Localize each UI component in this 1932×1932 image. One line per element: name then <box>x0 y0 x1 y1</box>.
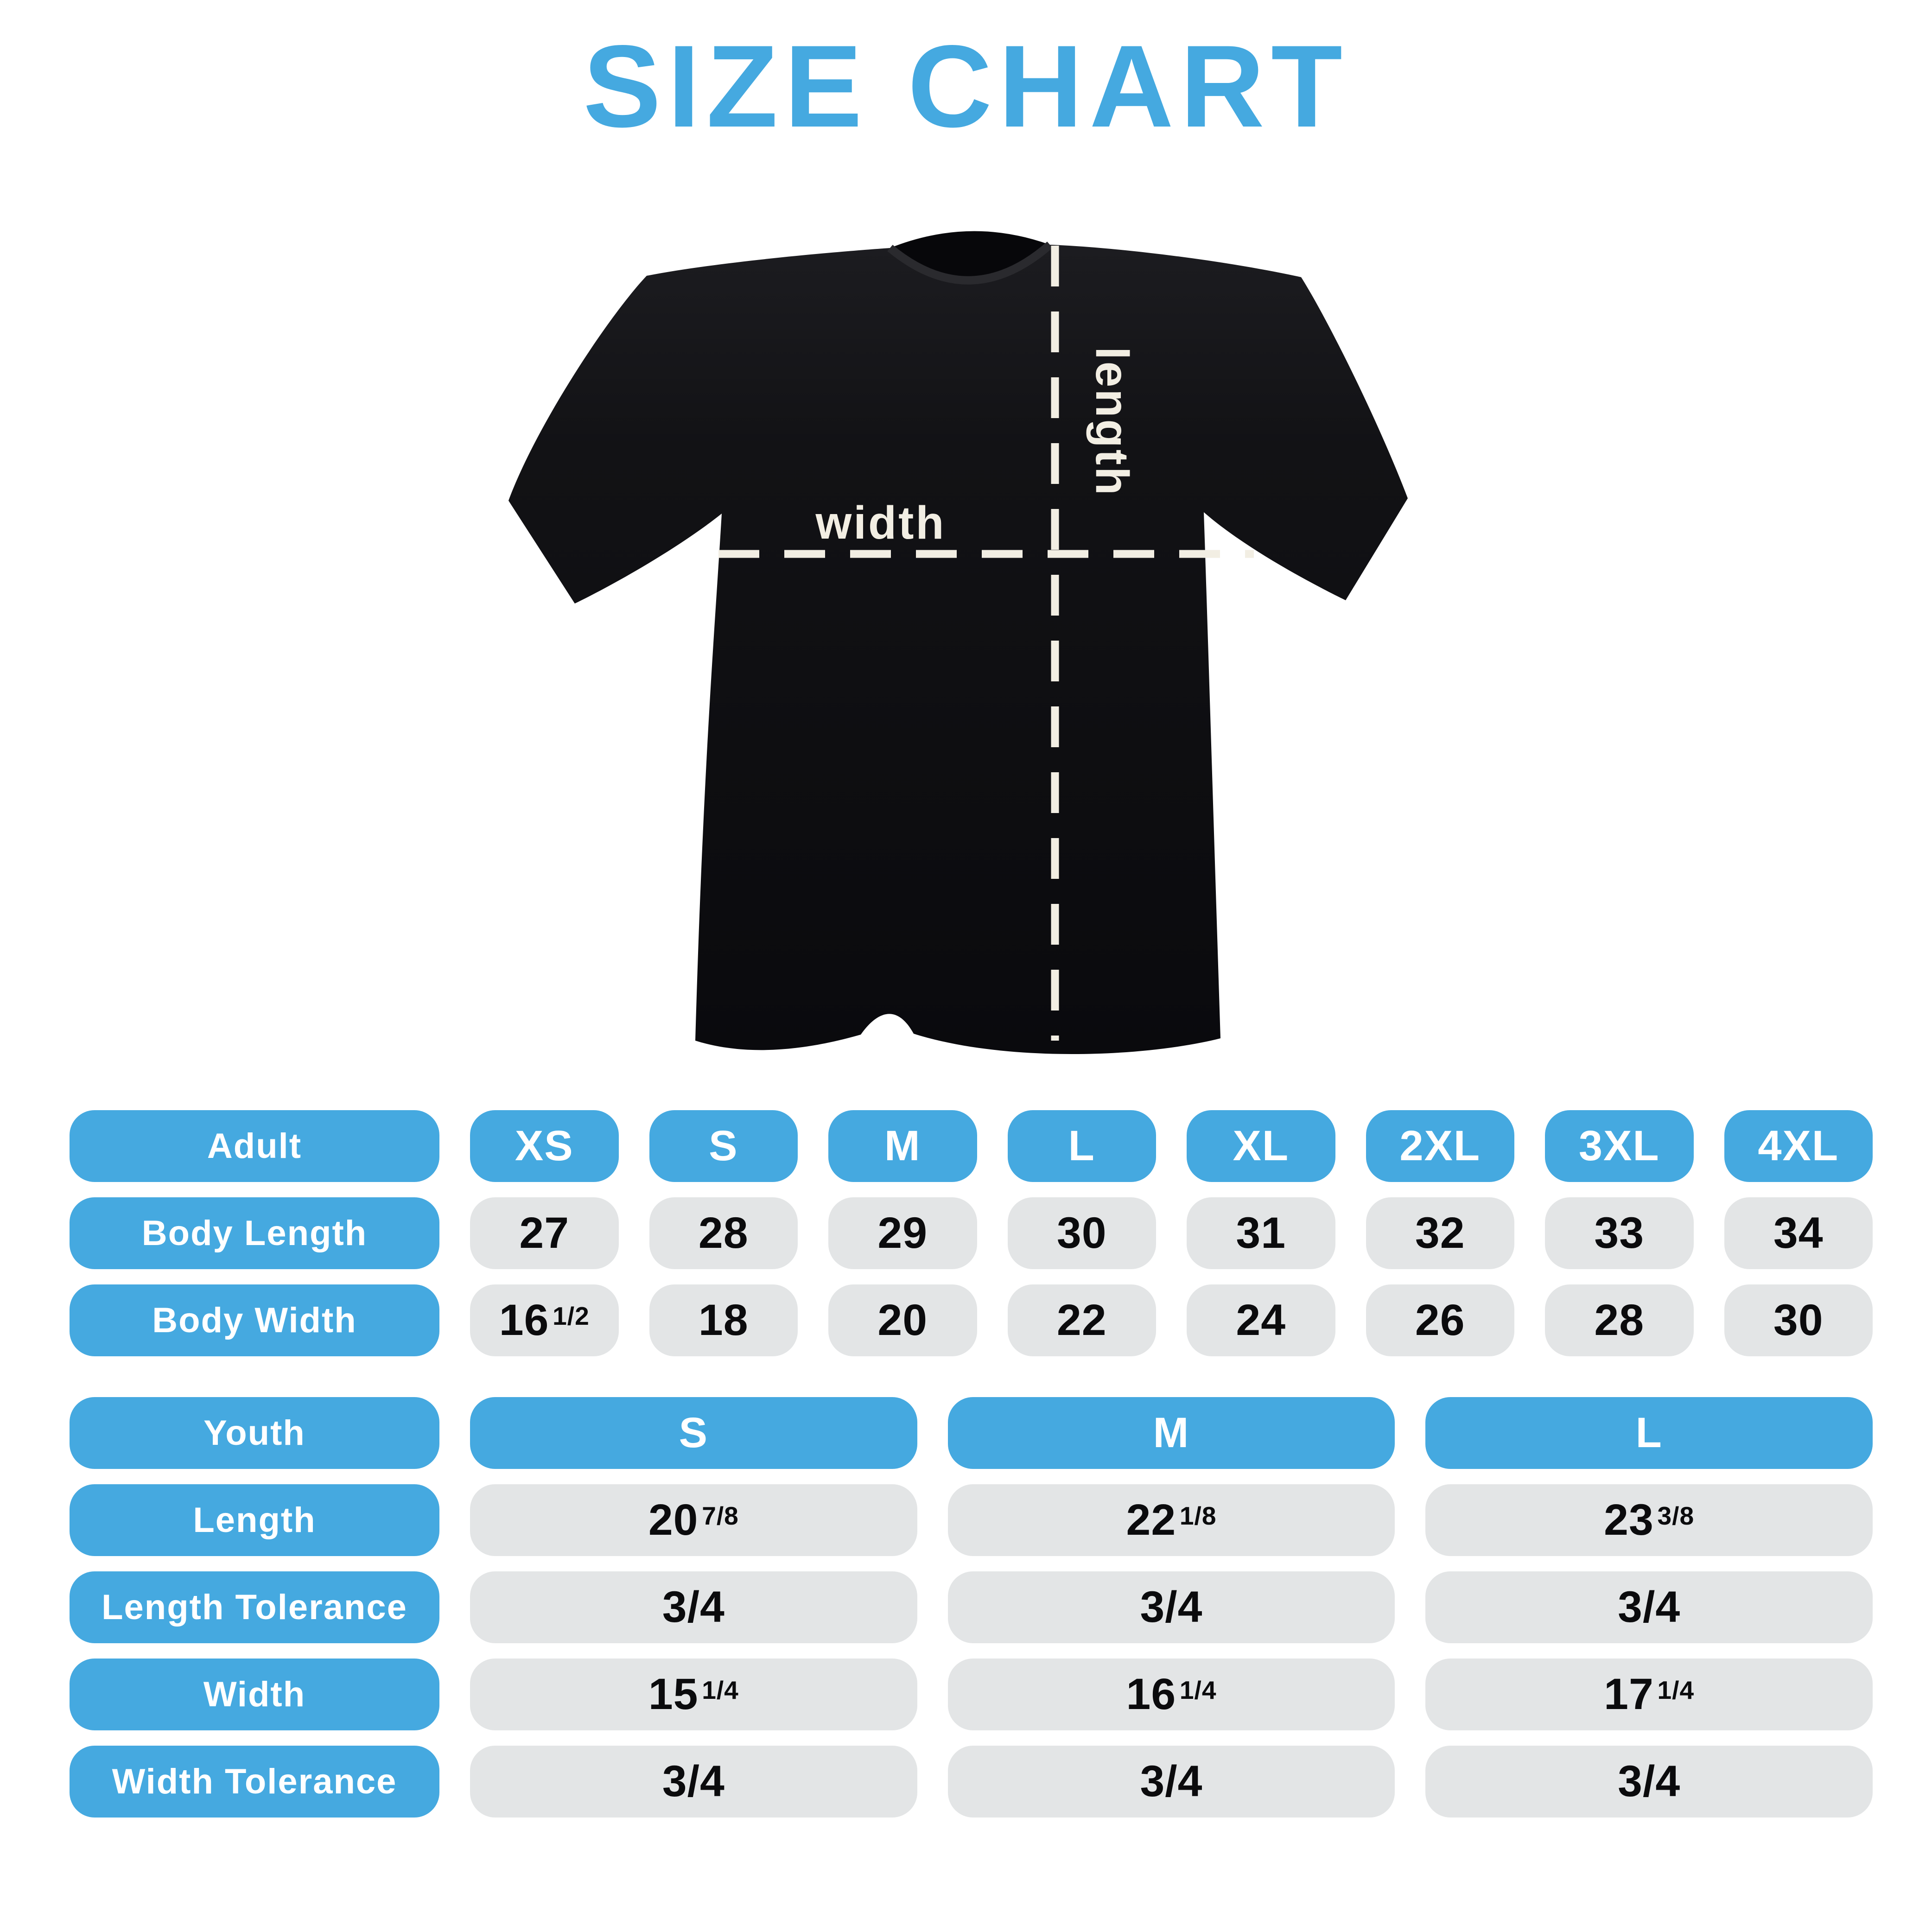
value-cell: 33 <box>1545 1197 1694 1269</box>
value-cell: 3/4 <box>470 1746 917 1818</box>
value-cell: 18 <box>649 1284 798 1356</box>
value-cell: 22 1/8 <box>947 1484 1395 1556</box>
value-cell: 29 <box>828 1197 977 1269</box>
page-title: SIZE CHART <box>583 21 1349 152</box>
size-header-cell: L <box>1425 1397 1873 1469</box>
value-cell: 24 <box>1187 1284 1335 1356</box>
value-cell: 20 <box>828 1284 977 1356</box>
youth-table: Youth S M L Length 20 7/8 22 1/8 23 3/8 Length Tole… <box>70 1397 1873 1818</box>
value-cell: 30 <box>1724 1284 1873 1356</box>
value-cell: 30 <box>1007 1197 1156 1269</box>
size-tables: Adult XS S M L XL 2XL 3XL 4XL Body Length 27 28 29 30… <box>70 1110 1873 1818</box>
value-cell: 17 1/4 <box>1425 1659 1873 1730</box>
row-label: Length <box>70 1484 439 1556</box>
value-cell: 28 <box>1545 1284 1694 1356</box>
row-label: Length Tolerance <box>70 1571 439 1643</box>
size-header-cell: 3XL <box>1545 1110 1694 1182</box>
size-header-cell: XL <box>1187 1110 1335 1182</box>
size-diagram: width length <box>494 204 1467 1108</box>
value-cell: 28 <box>649 1197 798 1269</box>
value-cell: 31 <box>1187 1197 1335 1269</box>
table-corner-label: Youth <box>70 1397 439 1469</box>
value-cell: 3/4 <box>1425 1746 1873 1818</box>
value-cell: 20 7/8 <box>470 1484 917 1556</box>
length-label: length <box>1086 347 1138 497</box>
tshirt-body <box>508 245 1408 1054</box>
size-header-cell: XS <box>470 1110 619 1182</box>
table-corner-label: Adult <box>70 1110 439 1182</box>
width-label: width <box>815 497 946 549</box>
value-cell: 16 1/2 <box>470 1284 619 1356</box>
size-header-cell: S <box>649 1110 798 1182</box>
value-cell: 16 1/4 <box>947 1659 1395 1730</box>
value-cell: 32 <box>1366 1197 1514 1269</box>
value-cell: 15 1/4 <box>470 1659 917 1730</box>
value-cell: 22 <box>1007 1284 1156 1356</box>
value-cell: 3/4 <box>470 1571 917 1643</box>
value-cell: 3/4 <box>947 1571 1395 1643</box>
row-label: Width <box>70 1659 439 1730</box>
size-header-cell: M <box>828 1110 977 1182</box>
tshirt-graphic: width length <box>508 231 1408 1054</box>
value-cell: 26 <box>1366 1284 1514 1356</box>
size-header-cell: M <box>947 1397 1395 1469</box>
row-label: Body Width <box>70 1284 439 1356</box>
size-header-cell: 2XL <box>1366 1110 1514 1182</box>
collar-band <box>887 242 1053 285</box>
value-cell: 23 3/8 <box>1425 1484 1873 1556</box>
row-label: Width Tolerance <box>70 1746 439 1818</box>
size-header-cell: S <box>470 1397 917 1469</box>
size-header-cell: 4XL <box>1724 1110 1873 1182</box>
value-cell: 3/4 <box>947 1746 1395 1818</box>
value-cell: 34 <box>1724 1197 1873 1269</box>
row-label: Body Length <box>70 1197 439 1269</box>
value-cell: 27 <box>470 1197 619 1269</box>
size-header-cell: L <box>1007 1110 1156 1182</box>
adult-table: Adult XS S M L XL 2XL 3XL 4XL Body Length 27 28 29 30… <box>70 1110 1873 1356</box>
value-cell: 3/4 <box>1425 1571 1873 1643</box>
